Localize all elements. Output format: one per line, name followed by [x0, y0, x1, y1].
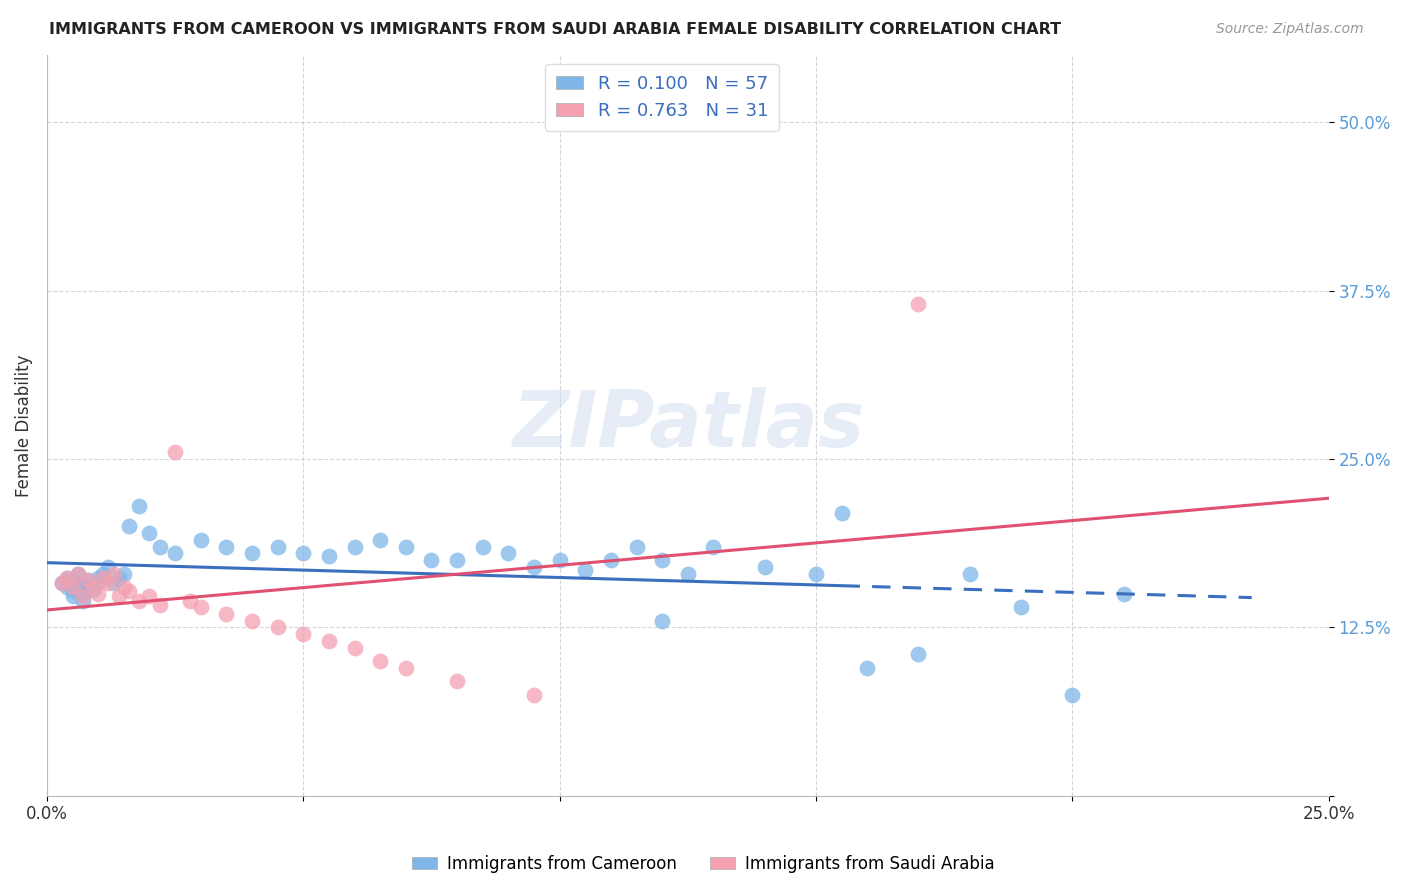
Point	[112, 566, 135, 581]
Point	[395, 540, 418, 554]
Point	[395, 661, 418, 675]
Point	[266, 620, 288, 634]
Point	[66, 580, 89, 594]
Point	[165, 546, 187, 560]
Point	[179, 593, 201, 607]
Point	[651, 553, 673, 567]
Point	[77, 574, 100, 588]
Point	[1112, 587, 1135, 601]
Point	[138, 590, 160, 604]
Point	[266, 540, 288, 554]
Point	[959, 566, 981, 581]
Point	[62, 574, 84, 588]
Y-axis label: Female Disability: Female Disability	[15, 354, 32, 497]
Point	[107, 571, 129, 585]
Point	[343, 540, 366, 554]
Point	[112, 580, 135, 594]
Point	[56, 580, 79, 594]
Point	[87, 571, 110, 585]
Point	[107, 590, 129, 604]
Point	[215, 540, 238, 554]
Point	[651, 614, 673, 628]
Point	[138, 526, 160, 541]
Legend: Immigrants from Cameroon, Immigrants from Saudi Arabia: Immigrants from Cameroon, Immigrants fro…	[405, 848, 1001, 880]
Point	[103, 576, 125, 591]
Point	[103, 566, 125, 581]
Point	[51, 576, 73, 591]
Point	[240, 614, 263, 628]
Text: ZIPatlas: ZIPatlas	[512, 387, 863, 464]
Point	[82, 580, 104, 594]
Point	[548, 553, 571, 567]
Point	[523, 688, 546, 702]
Point	[66, 566, 89, 581]
Point	[77, 580, 100, 594]
Point	[754, 559, 776, 574]
Point	[856, 661, 879, 675]
Point	[190, 600, 212, 615]
Point	[446, 674, 468, 689]
Point	[215, 607, 238, 621]
Point	[149, 598, 172, 612]
Point	[77, 574, 100, 588]
Point	[62, 584, 84, 599]
Point	[62, 580, 84, 594]
Point	[91, 566, 114, 581]
Point	[498, 546, 520, 560]
Point	[368, 654, 391, 668]
Point	[676, 566, 699, 581]
Point	[907, 297, 929, 311]
Point	[292, 546, 315, 560]
Point	[1010, 600, 1032, 615]
Point	[190, 533, 212, 547]
Point	[87, 587, 110, 601]
Point	[72, 576, 94, 591]
Point	[1062, 688, 1084, 702]
Point	[118, 519, 141, 533]
Point	[804, 566, 827, 581]
Point	[72, 590, 94, 604]
Point	[51, 576, 73, 591]
Point	[97, 559, 120, 574]
Point	[82, 582, 104, 597]
Point	[91, 571, 114, 585]
Point	[149, 540, 172, 554]
Point	[87, 576, 110, 591]
Point	[292, 627, 315, 641]
Point	[626, 540, 648, 554]
Point	[97, 576, 120, 591]
Point	[318, 549, 340, 563]
Point	[420, 553, 443, 567]
Point	[318, 633, 340, 648]
Point	[118, 584, 141, 599]
Point	[368, 533, 391, 547]
Point	[907, 648, 929, 662]
Point	[240, 546, 263, 560]
Point	[72, 593, 94, 607]
Point	[56, 571, 79, 585]
Point	[599, 553, 621, 567]
Point	[66, 566, 89, 581]
Legend: R = 0.100   N = 57, R = 0.763   N = 31: R = 0.100 N = 57, R = 0.763 N = 31	[546, 64, 779, 131]
Point	[128, 500, 150, 514]
Point	[72, 587, 94, 601]
Point	[523, 559, 546, 574]
Point	[343, 640, 366, 655]
Point	[831, 506, 853, 520]
Text: Source: ZipAtlas.com: Source: ZipAtlas.com	[1216, 22, 1364, 37]
Point	[574, 562, 596, 576]
Point	[62, 590, 84, 604]
Point	[56, 571, 79, 585]
Point	[165, 445, 187, 459]
Point	[471, 540, 494, 554]
Point	[446, 553, 468, 567]
Point	[702, 540, 724, 554]
Text: IMMIGRANTS FROM CAMEROON VS IMMIGRANTS FROM SAUDI ARABIA FEMALE DISABILITY CORRE: IMMIGRANTS FROM CAMEROON VS IMMIGRANTS F…	[49, 22, 1062, 37]
Point	[128, 593, 150, 607]
